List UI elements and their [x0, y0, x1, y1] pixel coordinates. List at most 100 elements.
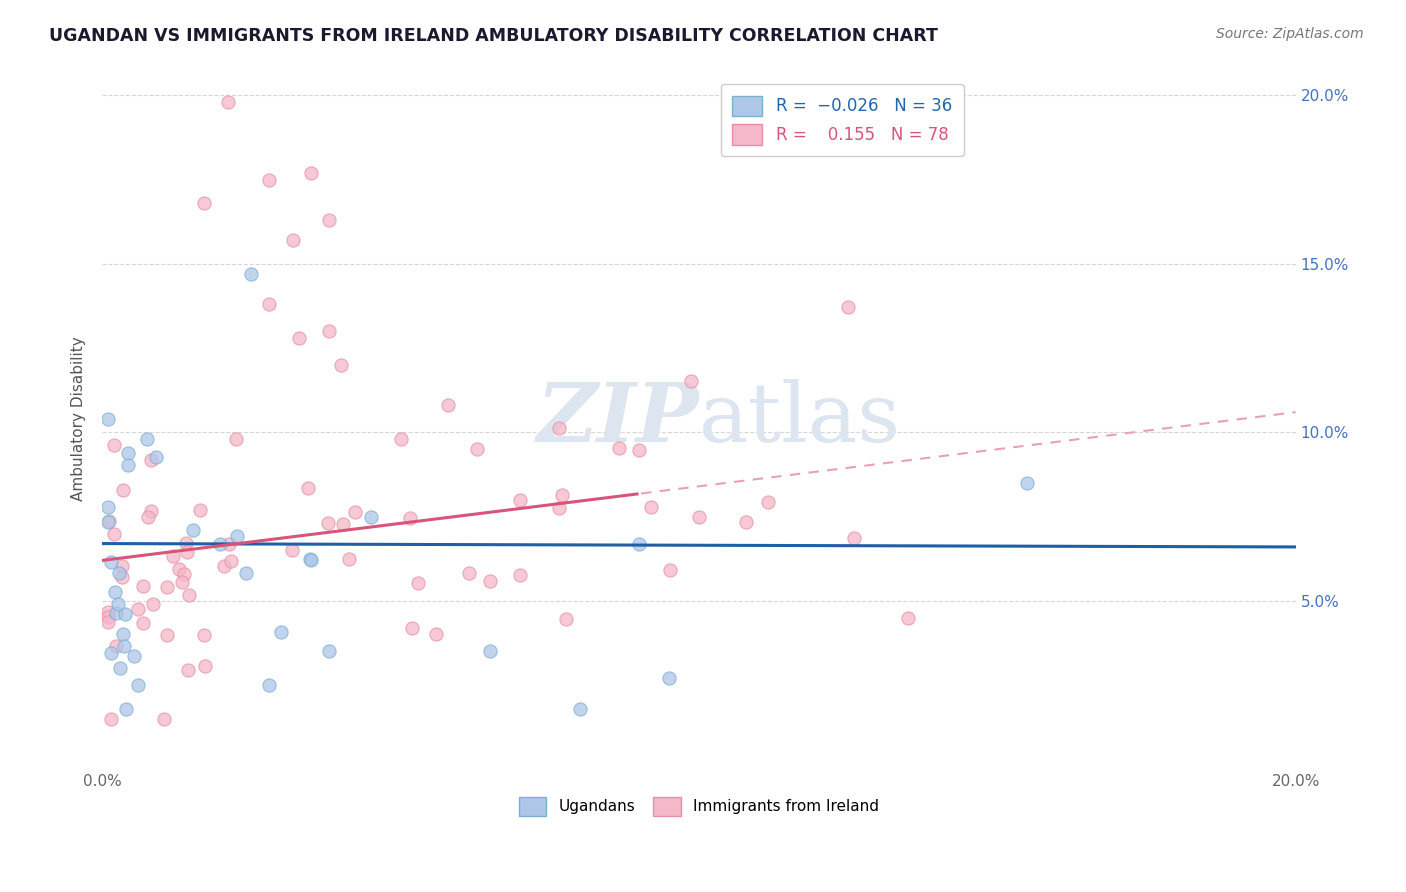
Point — [329, 358, 352, 372]
Point — [1015, 475, 1038, 490]
Point — [115, 701, 138, 715]
Point — [658, 671, 681, 685]
Point — [108, 566, 131, 581]
Point — [401, 621, 423, 635]
Point — [170, 575, 193, 590]
Point — [659, 563, 682, 577]
Point — [139, 504, 162, 518]
Text: ZIP: ZIP — [536, 379, 699, 458]
Point — [316, 516, 339, 530]
Point — [332, 517, 354, 532]
Point — [479, 574, 502, 588]
Point — [259, 678, 281, 692]
Point — [437, 399, 460, 413]
Point — [117, 446, 139, 460]
Legend: Ugandans, Immigrants from Ireland: Ugandans, Immigrants from Ireland — [509, 788, 889, 825]
Point — [688, 509, 710, 524]
Point — [100, 555, 122, 569]
Point — [360, 509, 382, 524]
Point — [568, 701, 591, 715]
Point — [218, 537, 240, 551]
Point — [141, 453, 163, 467]
Point — [547, 500, 569, 515]
Point — [127, 602, 149, 616]
Point — [136, 432, 159, 446]
Point — [162, 549, 184, 563]
Point — [479, 644, 502, 658]
Point — [131, 579, 153, 593]
Point — [104, 640, 127, 654]
Point — [406, 575, 429, 590]
Point — [97, 516, 120, 530]
Point — [425, 626, 447, 640]
Point — [219, 554, 242, 568]
Point — [842, 531, 865, 545]
Point — [111, 558, 134, 573]
Point — [97, 605, 120, 619]
Point — [193, 628, 215, 642]
Point — [734, 515, 756, 529]
Point — [298, 551, 321, 566]
Point — [270, 624, 292, 639]
Point — [458, 566, 481, 581]
Point — [897, 610, 920, 624]
Point — [153, 712, 176, 726]
Point — [628, 536, 651, 550]
Point — [281, 543, 304, 558]
Point — [188, 503, 211, 517]
Point — [97, 514, 120, 528]
Point — [105, 606, 128, 620]
Point — [114, 607, 136, 622]
Point — [259, 297, 281, 311]
Point — [679, 374, 702, 388]
Point — [181, 523, 204, 537]
Point — [297, 481, 319, 495]
Point — [509, 568, 531, 582]
Point — [398, 511, 420, 525]
Point — [240, 267, 263, 281]
Point — [112, 640, 135, 654]
Point — [225, 432, 247, 446]
Point — [145, 450, 167, 465]
Point — [176, 545, 198, 559]
Point — [124, 649, 146, 664]
Point — [344, 505, 367, 519]
Point — [217, 95, 239, 110]
Point — [97, 412, 120, 426]
Point — [104, 584, 127, 599]
Point — [132, 616, 155, 631]
Point — [117, 458, 139, 473]
Point — [193, 196, 215, 211]
Point — [127, 678, 149, 692]
Point — [97, 500, 120, 514]
Point — [177, 664, 200, 678]
Point — [283, 233, 305, 247]
Point — [547, 421, 569, 435]
Point — [226, 529, 249, 543]
Point — [235, 566, 257, 581]
Point — [555, 612, 578, 626]
Point — [318, 213, 340, 227]
Point — [288, 331, 311, 345]
Point — [318, 644, 340, 658]
Point — [465, 442, 488, 457]
Point — [100, 647, 122, 661]
Point — [318, 324, 340, 338]
Point — [628, 443, 651, 458]
Point — [156, 628, 179, 642]
Point — [112, 483, 135, 497]
Point — [837, 300, 859, 314]
Point — [97, 615, 120, 630]
Point — [111, 570, 134, 584]
Point — [174, 536, 197, 550]
Text: Source: ZipAtlas.com: Source: ZipAtlas.com — [1216, 27, 1364, 41]
Text: atlas: atlas — [699, 379, 901, 458]
Point — [389, 432, 412, 446]
Point — [156, 580, 179, 594]
Point — [299, 553, 322, 567]
Point — [108, 661, 131, 675]
Point — [208, 536, 231, 550]
Point — [179, 588, 201, 602]
Point — [212, 559, 235, 574]
Point — [550, 488, 572, 502]
